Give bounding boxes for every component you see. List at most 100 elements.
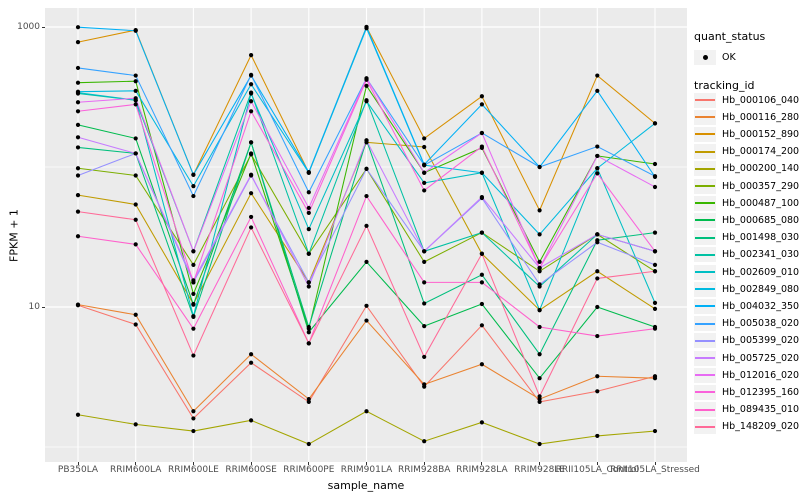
legend-key-box xyxy=(694,92,716,108)
line-symbol-icon xyxy=(695,425,715,428)
legend-item-label: Hb_001498_030 xyxy=(722,232,800,244)
x-tick-label: RRIM600PE xyxy=(283,465,335,475)
data-point xyxy=(595,144,600,149)
data-point xyxy=(306,330,311,335)
data-point xyxy=(479,170,484,175)
data-point xyxy=(652,184,658,190)
data-point xyxy=(133,88,138,93)
legend-key-box xyxy=(694,126,716,142)
data-point xyxy=(249,225,254,230)
x-tick-label: RRIM928LE xyxy=(514,465,565,475)
legend-item-label: Hb_000116_280 xyxy=(722,111,800,123)
x-tick-mark xyxy=(654,462,656,465)
legend-item-label: Hb_005725_020 xyxy=(722,352,800,364)
line-symbol-icon xyxy=(695,167,715,170)
data-point xyxy=(249,140,254,145)
data-point xyxy=(364,166,369,171)
data-point xyxy=(191,326,196,331)
data-point xyxy=(652,249,658,254)
data-point xyxy=(191,249,196,254)
data-point xyxy=(191,291,196,297)
data-point xyxy=(191,262,196,267)
line-symbol-icon xyxy=(695,357,715,359)
x-tick-label: RRIM600SE xyxy=(225,465,277,475)
data-point xyxy=(595,276,600,281)
data-point xyxy=(249,172,254,177)
y-tick-mark xyxy=(42,27,45,28)
x-tick-mark xyxy=(539,462,541,465)
data-point xyxy=(422,136,427,141)
data-point xyxy=(191,314,196,319)
data-point xyxy=(537,394,542,399)
x-tick-mark xyxy=(77,462,79,465)
legend-item-label: Hb_148209_020 xyxy=(722,421,800,433)
legend-key-box xyxy=(694,333,716,349)
data-point xyxy=(537,308,542,313)
data-point xyxy=(364,138,369,143)
x-tick-label: RRIM928LA xyxy=(456,465,508,475)
data-point xyxy=(191,416,196,421)
data-point xyxy=(75,65,81,71)
data-point xyxy=(133,151,138,156)
data-point xyxy=(479,251,484,256)
data-point xyxy=(75,192,81,198)
legend-key-box xyxy=(694,230,716,246)
legend-item-label: Hb_012016_020 xyxy=(722,369,800,381)
y-tick-label-1000: 1000 xyxy=(17,22,40,32)
data-point xyxy=(652,174,658,179)
legend-item-label: Hb_004032_350 xyxy=(722,300,800,312)
data-point xyxy=(479,362,484,367)
data-point xyxy=(479,301,484,307)
line-symbol-icon xyxy=(695,305,715,308)
legend-key-box xyxy=(694,384,716,400)
data-point xyxy=(479,144,484,149)
data-point xyxy=(133,312,138,317)
data-point xyxy=(133,422,138,427)
data-point xyxy=(191,302,196,307)
data-point xyxy=(133,28,138,33)
data-point xyxy=(249,360,254,365)
data-point xyxy=(422,324,427,329)
data-point xyxy=(422,188,427,193)
data-point xyxy=(306,284,311,289)
data-point xyxy=(479,230,484,235)
data-point xyxy=(191,172,196,177)
data-point xyxy=(249,99,254,104)
legend-item-label: Hb_012395_160 xyxy=(722,386,800,398)
data-point xyxy=(75,302,81,307)
data-point xyxy=(652,376,658,381)
data-point xyxy=(191,428,196,434)
data-point xyxy=(652,262,658,267)
data-point xyxy=(652,306,658,311)
legend-item-label: OK xyxy=(722,52,736,63)
data-point xyxy=(364,318,369,323)
data-point xyxy=(306,280,311,285)
data-point xyxy=(595,73,600,78)
x-tick-mark xyxy=(596,462,598,465)
legend-item-label: Hb_005038_020 xyxy=(722,318,800,330)
x-tick-mark xyxy=(192,462,194,465)
line-symbol-icon xyxy=(695,236,715,239)
legend-item-label: Hb_000357_290 xyxy=(722,180,800,192)
data-point xyxy=(422,382,427,387)
data-point xyxy=(537,232,542,237)
data-point xyxy=(191,409,196,414)
data-point xyxy=(364,259,369,264)
line-symbol-icon xyxy=(695,133,715,136)
line-symbol-icon xyxy=(695,116,715,119)
data-point xyxy=(479,130,484,136)
data-point xyxy=(306,227,311,232)
data-point xyxy=(133,242,138,247)
data-point xyxy=(133,73,138,78)
line-symbol-icon xyxy=(695,253,715,256)
data-point xyxy=(595,171,600,176)
data-point xyxy=(652,300,658,305)
data-point xyxy=(306,169,311,175)
x-axis-title: sample_name xyxy=(327,479,405,492)
legend-item-label: Hb_000106_040 xyxy=(722,94,800,106)
data-point xyxy=(191,193,196,199)
line-symbol-icon xyxy=(695,374,715,377)
x-tick-mark xyxy=(366,462,367,465)
data-point xyxy=(595,88,600,93)
